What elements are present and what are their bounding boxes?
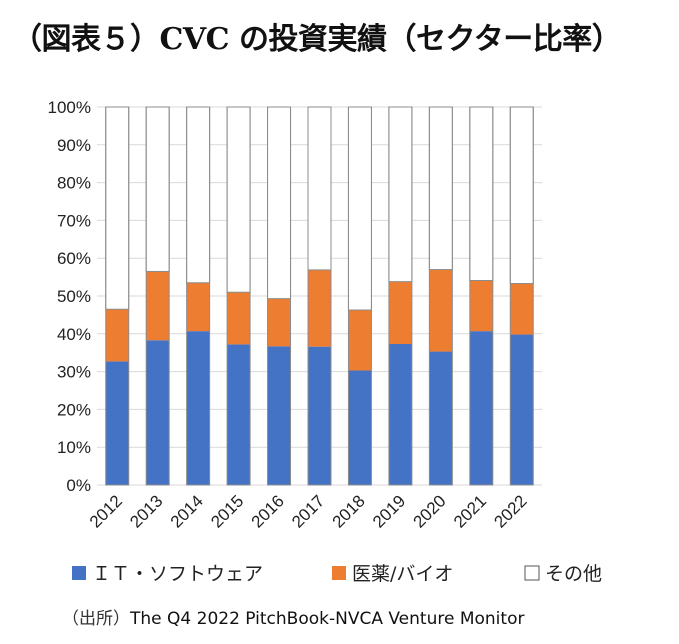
bar-segment-bio — [146, 271, 170, 341]
bar-segment-bio — [510, 283, 534, 335]
bar-segment-it — [429, 351, 453, 485]
bar-segment-bio — [388, 281, 412, 345]
x-tick-label: 2013 — [126, 491, 166, 531]
legend: ＩＴ・ソフトウェア 医薬/バイオ その他 — [72, 563, 602, 585]
bar-segment-other — [347, 106, 372, 311]
bar-segment-it — [348, 370, 372, 485]
bar-segment-other — [267, 106, 292, 300]
bar-outline — [307, 106, 332, 486]
bar-segment-it — [469, 331, 493, 485]
bar-outline — [428, 106, 453, 486]
bar-outline — [347, 106, 372, 486]
x-tick-label: 2017 — [288, 491, 328, 531]
bar-outline — [105, 106, 130, 486]
bar-segment-other — [307, 106, 332, 271]
bar-outline — [186, 106, 211, 486]
legend-label-it: ＩＴ・ソフトウェア — [92, 563, 263, 585]
y-tick-label: 40% — [57, 325, 91, 344]
x-tick-label: 2022 — [490, 491, 530, 531]
bars — [105, 106, 534, 486]
x-tick-label: 2018 — [329, 491, 369, 531]
x-tick-label: 2015 — [207, 491, 247, 531]
bar-segment-other — [105, 106, 130, 310]
chart-title: （図表５）CVC の投資実績（セクター比率） — [12, 22, 622, 57]
y-tick-label: 100% — [48, 98, 91, 117]
y-tick-label: 80% — [57, 174, 91, 193]
bar-segment-bio — [186, 282, 210, 332]
y-tick-label: 20% — [57, 400, 91, 419]
bar-segment-other — [509, 106, 534, 285]
bar-segment-bio — [267, 298, 291, 347]
bar-segment-it — [105, 361, 129, 485]
bar-segment-it — [146, 340, 170, 485]
bar-segment-bio — [429, 269, 453, 352]
x-tick-label: 2021 — [450, 491, 490, 531]
bar-outline — [509, 106, 534, 486]
bar-segment-bio — [469, 280, 493, 332]
x-tick-label: 2019 — [369, 491, 409, 531]
bar-outline — [469, 106, 494, 486]
bar-segment-bio — [105, 309, 129, 362]
y-tick-label: 30% — [57, 363, 91, 382]
legend-label-other: その他 — [545, 563, 602, 585]
x-tick-label: 2014 — [167, 491, 207, 531]
x-tick-label: 2020 — [410, 491, 450, 531]
bar-segment-it — [388, 344, 412, 485]
source-note: （出所）The Q4 2022 PitchBook-NVCA Venture M… — [62, 604, 524, 629]
bar-segment-other — [388, 106, 413, 283]
bar-segment-bio — [348, 309, 372, 371]
y-tick-label: 50% — [57, 287, 91, 306]
bar-outline — [267, 106, 292, 486]
legend-label-bio: 医薬/バイオ — [352, 563, 453, 585]
bar-segment-other — [428, 106, 453, 271]
y-axis-ticks: 0% 10% 20% 30% 40% 50% 60% 70% 80% 90% 100% — [48, 98, 91, 495]
y-tick-label: 0% — [66, 476, 91, 495]
bar-outline — [226, 106, 251, 486]
bar-segment-other — [186, 106, 211, 284]
x-axis-ticks: 2012 2013 2014 2015 2016 2017 2018 2019 2020 2021… — [86, 491, 531, 531]
bar-segment-it — [267, 346, 291, 485]
bar-outline — [388, 106, 413, 486]
y-tick-label: 60% — [57, 249, 91, 268]
stacked-bar-chart: 0%10%20%30%40%50%60%70%80%90%100% 2012 20… — [48, 98, 603, 585]
bar-segment-it — [227, 344, 251, 485]
y-tick-label: 70% — [57, 211, 91, 230]
bar-outline — [145, 106, 170, 486]
x-tick-label: 2012 — [86, 491, 126, 531]
source-label: （出所） — [62, 609, 130, 629]
bar-segment-bio — [227, 292, 251, 345]
y-tick-label: 10% — [57, 438, 91, 457]
bar-segment-other — [469, 106, 494, 282]
y-tick-label: 90% — [57, 136, 91, 155]
source-text: The Q4 2022 PitchBook-NVCA Venture Monit… — [130, 609, 525, 629]
bar-segment-it — [186, 331, 210, 485]
legend-swatch-other — [524, 565, 540, 581]
x-tick-label: 2016 — [248, 491, 288, 531]
legend-swatch-it — [72, 566, 86, 580]
bar-segment-it — [308, 346, 331, 485]
bar-segment-other — [145, 106, 170, 272]
legend-swatch-bio — [332, 566, 346, 580]
bar-segment-bio — [308, 269, 331, 347]
bar-segment-other — [226, 106, 251, 293]
bar-segment-it — [510, 334, 534, 485]
